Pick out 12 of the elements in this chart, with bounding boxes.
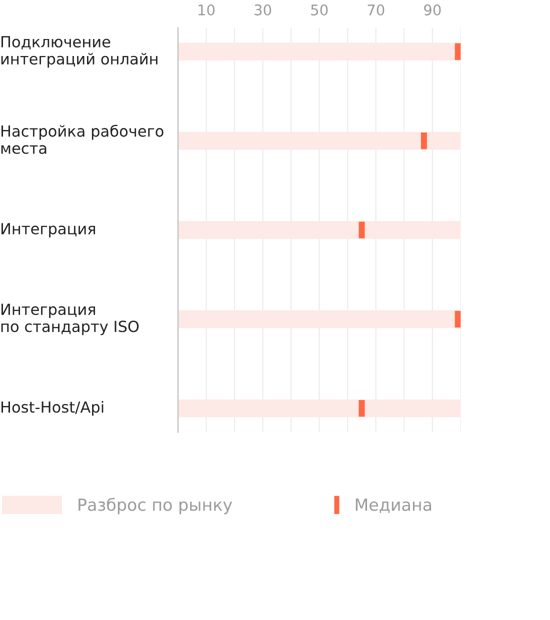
y-tick-label: Host-Host/Api [2,400,104,416]
y-tick-label: Настройка рабочего места [1,124,164,154]
x-tick-label: 50 [311,4,328,16]
x-tick-label: 90 [424,4,441,16]
x-tick-label: 30 [254,4,272,16]
legend-label: Разброс по рынку [78,498,232,514]
legend-label: Медиана [356,498,432,514]
y-tick-label: Интеграция по стандарту ISO [1,304,139,336]
x-tick-label: 10 [198,4,215,16]
x-tick-label: 70 [368,4,384,16]
y-tick-label: Интеграция [2,223,96,238]
y-tick-label: Подключение интеграций онлайн [1,36,158,68]
